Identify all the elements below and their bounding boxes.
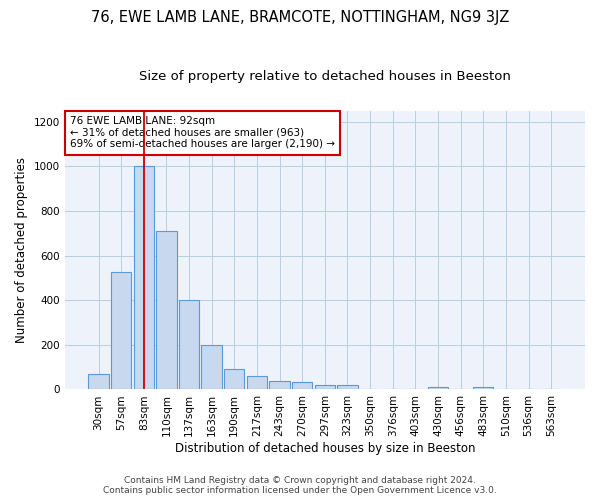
Bar [247, 376, 267, 390]
Title: Size of property relative to detached houses in Beeston: Size of property relative to detached ho… [139, 70, 511, 83]
Bar [337, 385, 358, 390]
Text: 76 EWE LAMB LANE: 92sqm
← 31% of detached houses are smaller (963)
69% of semi-d: 76 EWE LAMB LANE: 92sqm ← 31% of detache… [70, 116, 335, 150]
Bar [473, 387, 493, 390]
Bar [111, 272, 131, 390]
Bar [202, 345, 222, 390]
Bar [134, 166, 154, 390]
Bar [292, 382, 313, 390]
Bar [314, 385, 335, 390]
Bar [156, 231, 176, 390]
Bar [88, 374, 109, 390]
Bar [428, 387, 448, 390]
X-axis label: Distribution of detached houses by size in Beeston: Distribution of detached houses by size … [175, 442, 475, 455]
Bar [224, 370, 244, 390]
Y-axis label: Number of detached properties: Number of detached properties [15, 157, 28, 343]
Text: 76, EWE LAMB LANE, BRAMCOTE, NOTTINGHAM, NG9 3JZ: 76, EWE LAMB LANE, BRAMCOTE, NOTTINGHAM,… [91, 10, 509, 25]
Text: Contains HM Land Registry data © Crown copyright and database right 2024.
Contai: Contains HM Land Registry data © Crown c… [103, 476, 497, 495]
Bar [269, 380, 290, 390]
Bar [179, 300, 199, 390]
